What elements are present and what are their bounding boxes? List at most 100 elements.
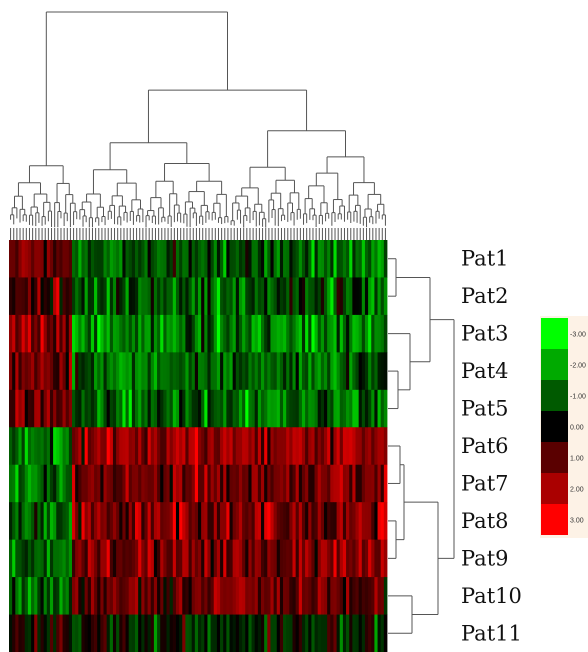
heatmap-cell bbox=[339, 277, 344, 316]
heatmap-cell bbox=[361, 464, 366, 503]
heatmap-cell bbox=[330, 502, 334, 541]
heatmap-cell bbox=[232, 277, 237, 316]
heatmap-cell bbox=[248, 614, 252, 652]
heatmap-cell bbox=[276, 352, 281, 391]
heatmap-cell bbox=[245, 464, 249, 503]
heatmap-cell bbox=[301, 277, 306, 316]
heatmap-cell bbox=[138, 277, 142, 316]
heatmap-cell bbox=[135, 352, 139, 391]
heatmap-cell bbox=[128, 464, 133, 503]
heatmap-cell bbox=[358, 352, 363, 391]
heatmap-cell bbox=[169, 539, 174, 578]
heatmap-cell bbox=[106, 314, 111, 353]
heatmap-cell bbox=[188, 427, 193, 466]
heatmap-cell bbox=[226, 352, 230, 391]
heatmap-cell bbox=[361, 389, 366, 428]
heatmap-cell bbox=[213, 539, 218, 578]
heatmap-cell bbox=[72, 427, 76, 466]
heatmap-cell bbox=[100, 352, 104, 391]
heatmap-cell bbox=[194, 277, 199, 316]
heatmap-cell bbox=[43, 502, 48, 541]
heatmap-cell bbox=[358, 427, 363, 466]
heatmap-cell bbox=[103, 277, 108, 316]
legend-label: -1.00 bbox=[570, 394, 586, 401]
heatmap-cell bbox=[131, 277, 136, 316]
heatmap-cell bbox=[238, 427, 243, 466]
heatmap-cell bbox=[361, 314, 366, 353]
heatmap-cell bbox=[213, 502, 218, 541]
heatmap-cell bbox=[283, 427, 287, 466]
heatmap-cell bbox=[157, 464, 161, 503]
heatmap-cell bbox=[257, 539, 262, 578]
heatmap-cell bbox=[308, 277, 312, 316]
row-label: Pat6 bbox=[461, 434, 509, 458]
heatmap-cell bbox=[31, 389, 35, 428]
heatmap-cell bbox=[103, 464, 108, 503]
heatmap-cell bbox=[235, 389, 240, 428]
heatmap-cell bbox=[128, 614, 133, 652]
heatmap-cell bbox=[75, 352, 79, 391]
heatmap-cell bbox=[65, 277, 70, 316]
heatmap-cell bbox=[144, 352, 148, 391]
heatmap-cell bbox=[279, 314, 284, 353]
heatmap-cell bbox=[119, 539, 123, 578]
heatmap-cell bbox=[257, 464, 262, 503]
heatmap-cell bbox=[210, 577, 215, 615]
heatmap-cell bbox=[21, 614, 26, 652]
heatmap-cell bbox=[150, 539, 155, 578]
heatmap-cell bbox=[175, 352, 180, 391]
heatmap-cell bbox=[106, 464, 111, 503]
heatmap-cell bbox=[119, 464, 123, 503]
heatmap-cell bbox=[327, 539, 331, 578]
heatmap-cell bbox=[15, 389, 19, 428]
heatmap-cell bbox=[355, 577, 360, 615]
heatmap-cell bbox=[56, 502, 60, 541]
heatmap-cell bbox=[135, 277, 139, 316]
heatmap-cell bbox=[46, 427, 51, 466]
heatmap-cell bbox=[383, 240, 388, 278]
heatmap-cell bbox=[90, 577, 95, 615]
heatmap-cell bbox=[109, 352, 114, 391]
heatmap-cell bbox=[172, 427, 177, 466]
heatmap-cell bbox=[141, 614, 145, 652]
heatmap-cell bbox=[368, 614, 372, 652]
heatmap-cell bbox=[116, 539, 120, 578]
heatmap-cell bbox=[292, 389, 297, 428]
heatmap-cell bbox=[109, 389, 114, 428]
heatmap-cell bbox=[380, 577, 385, 615]
heatmap-cell bbox=[160, 464, 164, 503]
heatmap-cell bbox=[229, 464, 234, 503]
heatmap-cell bbox=[248, 427, 252, 466]
heatmap-cell bbox=[286, 464, 290, 503]
heatmap-cell bbox=[56, 614, 60, 652]
heatmap-cell bbox=[267, 240, 271, 278]
heatmap-cell bbox=[24, 464, 29, 503]
heatmap-cell bbox=[24, 389, 29, 428]
heatmap-cell bbox=[12, 240, 16, 278]
heatmap-cell bbox=[210, 389, 215, 428]
heatmap-cell bbox=[330, 577, 334, 615]
heatmap-cell bbox=[37, 464, 41, 503]
heatmap-cell bbox=[248, 314, 252, 353]
heatmap-cell bbox=[194, 314, 199, 353]
heatmap-cell bbox=[368, 314, 372, 353]
heatmap-cell bbox=[9, 539, 13, 578]
heatmap-cell bbox=[352, 464, 356, 503]
heatmap-cell bbox=[188, 464, 193, 503]
row-label: Pat9 bbox=[461, 546, 509, 570]
heatmap-cell bbox=[153, 502, 158, 541]
heatmap-cell bbox=[210, 240, 215, 278]
heatmap-cell bbox=[46, 577, 51, 615]
heatmap-cell bbox=[68, 614, 73, 652]
heatmap-cell bbox=[298, 314, 303, 353]
heatmap-cell bbox=[147, 502, 152, 541]
heatmap-cell bbox=[27, 427, 32, 466]
heatmap-cell bbox=[106, 427, 111, 466]
heatmap-cell bbox=[179, 464, 183, 503]
heatmap-cell bbox=[122, 502, 126, 541]
heatmap-cell bbox=[248, 539, 252, 578]
heatmap-cell bbox=[12, 539, 16, 578]
heatmap-cell bbox=[153, 464, 158, 503]
heatmap-cell bbox=[295, 277, 300, 316]
heatmap-cell bbox=[90, 240, 95, 278]
